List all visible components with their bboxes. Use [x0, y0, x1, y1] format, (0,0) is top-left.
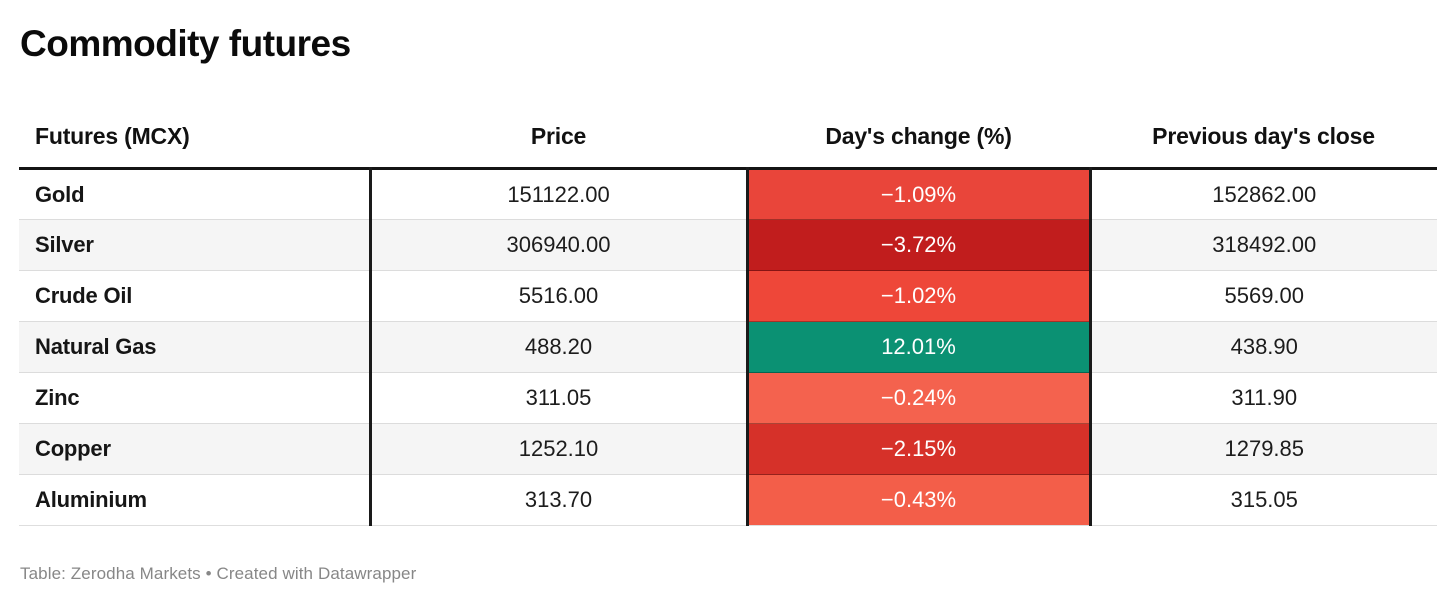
futures-name-cell: Gold: [19, 168, 372, 220]
table-row: Silver 306940.00 −3.72% 318492.00: [19, 219, 1437, 271]
days-change-cell: −2.15%: [745, 423, 1092, 475]
page: Commodity futures Futures (MCX) Price Da…: [19, 23, 1437, 583]
table-row: Copper 1252.10 −2.15% 1279.85: [19, 423, 1437, 475]
col-header-days-change: Day's change (%): [825, 123, 1012, 149]
table-row: Zinc 311.05 −0.24% 311.90: [19, 372, 1437, 424]
futures-name-cell: Copper: [19, 423, 372, 475]
price-cell: 488.20: [370, 321, 747, 373]
table-row: Gold 151122.00 −1.09% 152862.00: [19, 168, 1437, 220]
commodity-futures-table: Futures (MCX) Price Day's change (%) Pre…: [19, 113, 1437, 526]
table-row: Aluminium 313.70 −0.43% 315.05: [19, 474, 1437, 526]
price-cell: 5516.00: [370, 270, 747, 322]
price-cell: 1252.10: [370, 423, 747, 475]
prev-close-cell: 438.90: [1090, 321, 1437, 373]
table-row: Crude Oil 5516.00 −1.02% 5569.00: [19, 270, 1437, 322]
futures-name-cell: Silver: [19, 219, 372, 271]
futures-name-cell: Natural Gas: [19, 321, 372, 373]
table-source-note: Table: Zerodha Markets • Created with Da…: [20, 564, 417, 583]
prev-close-cell: 318492.00: [1090, 219, 1437, 271]
prev-close-cell: 1279.85: [1090, 423, 1437, 475]
price-cell: 306940.00: [370, 219, 747, 271]
days-change-cell: 12.01%: [745, 321, 1092, 373]
page-title: Commodity futures: [20, 23, 351, 64]
header-row: Futures (MCX) Price Day's change (%) Pre…: [19, 113, 1437, 169]
price-cell: 313.70: [370, 474, 747, 526]
price-cell: 311.05: [370, 372, 747, 424]
futures-name-cell: Zinc: [19, 372, 372, 424]
days-change-cell: −1.09%: [745, 168, 1092, 220]
price-cell: 151122.00: [507, 181, 610, 207]
days-change-cell: −1.02%: [745, 270, 1092, 322]
prev-close-cell: 311.90: [1090, 372, 1437, 424]
prev-close-cell: 315.05: [1090, 474, 1437, 526]
futures-name-cell: Aluminium: [19, 474, 372, 526]
days-change-cell: −0.24%: [745, 372, 1092, 424]
days-change-cell: −0.43%: [745, 474, 1092, 526]
table-row: Natural Gas 488.20 12.01% 438.90: [19, 321, 1437, 373]
col-header-prev-close: Previous day's close: [1152, 123, 1375, 149]
days-change-cell: −3.72%: [745, 219, 1092, 271]
prev-close-cell: 152862.00: [1212, 181, 1317, 207]
col-header-price: Price: [530, 123, 587, 149]
futures-name-cell: Crude Oil: [19, 270, 372, 322]
prev-close-cell: 5569.00: [1090, 270, 1437, 322]
table-body: Gold 151122.00 −1.09% 152862.00 Silver 306940…: [19, 168, 1437, 526]
col-header-futures-mcx: Futures (MCX): [35, 123, 190, 149]
